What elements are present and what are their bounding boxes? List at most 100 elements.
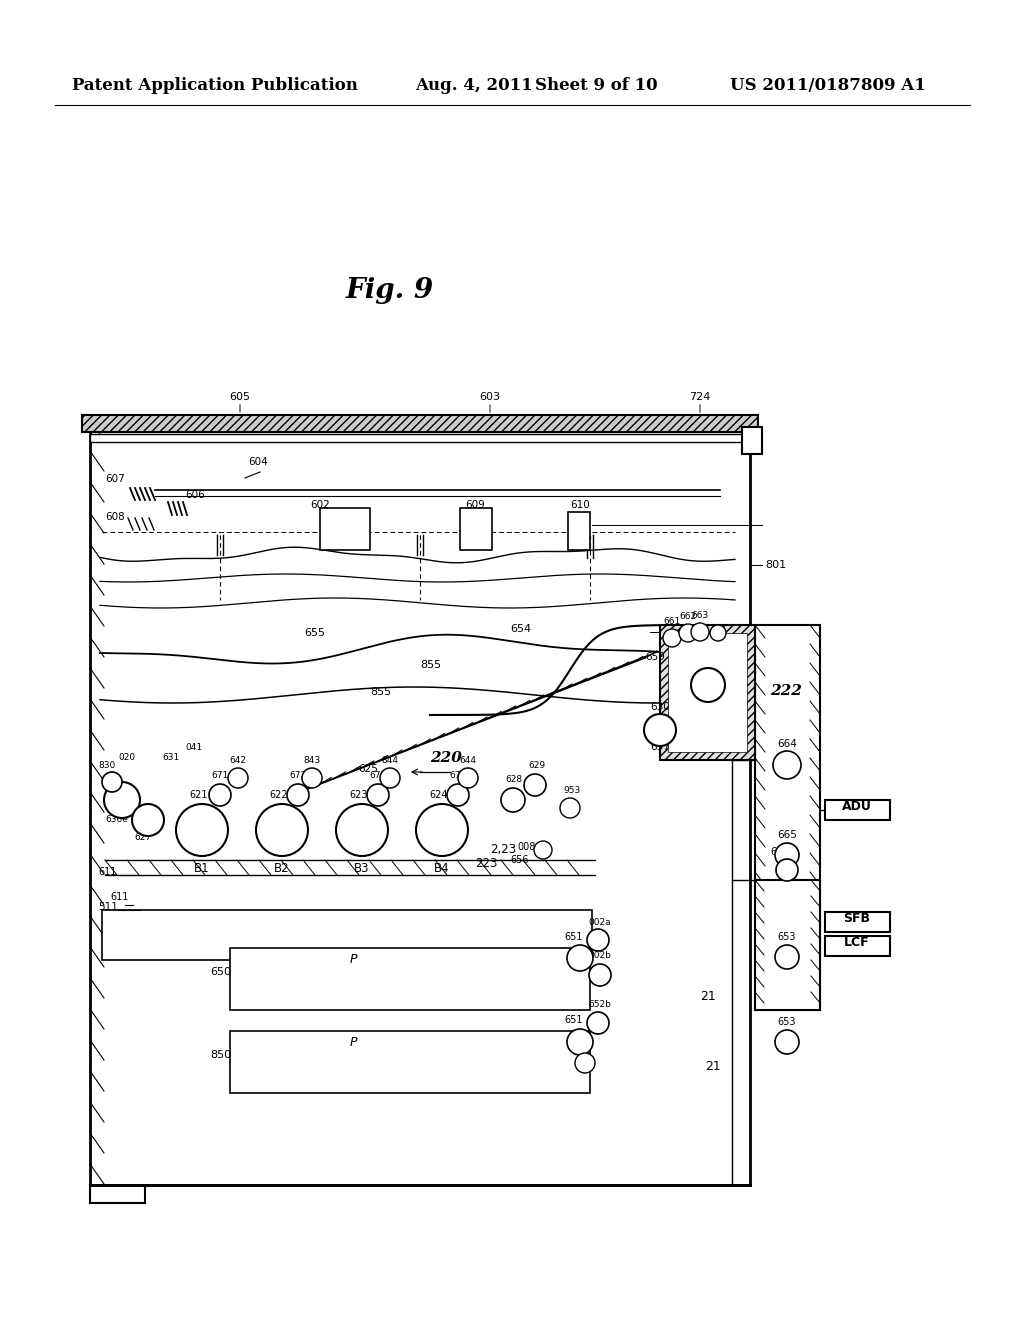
Text: 629: 629 <box>528 762 545 770</box>
Text: 21: 21 <box>700 990 716 1003</box>
Circle shape <box>380 768 400 788</box>
Text: 002a: 002a <box>588 917 610 927</box>
Text: 511: 511 <box>98 902 118 912</box>
Text: 850: 850 <box>210 1049 231 1060</box>
Text: 953: 953 <box>563 785 581 795</box>
Text: 604: 604 <box>248 457 267 467</box>
Circle shape <box>691 623 709 642</box>
Circle shape <box>775 843 799 867</box>
Text: 623: 623 <box>350 789 369 800</box>
Text: 663: 663 <box>691 611 709 620</box>
Text: 654: 654 <box>510 624 531 634</box>
Bar <box>825 800 890 820</box>
Circle shape <box>524 774 546 796</box>
Text: 220: 220 <box>430 751 462 766</box>
Circle shape <box>176 804 228 855</box>
Circle shape <box>567 1030 593 1055</box>
Text: 621: 621 <box>189 789 208 800</box>
Text: 659: 659 <box>645 652 665 663</box>
Text: P: P <box>350 953 357 966</box>
Text: 671: 671 <box>211 771 228 780</box>
Text: 008: 008 <box>517 842 536 851</box>
Text: SFB: SFB <box>844 912 870 925</box>
Circle shape <box>102 772 122 792</box>
Text: 611: 611 <box>110 892 128 902</box>
Text: 653: 653 <box>777 932 796 942</box>
Circle shape <box>663 630 681 647</box>
Bar <box>668 634 746 752</box>
Circle shape <box>302 768 322 788</box>
Text: Aug. 4, 2011: Aug. 4, 2011 <box>415 77 532 94</box>
Text: 603: 603 <box>479 392 501 403</box>
Circle shape <box>534 841 552 859</box>
Text: 622: 622 <box>269 789 289 800</box>
Bar <box>102 909 592 960</box>
Circle shape <box>416 804 468 855</box>
Circle shape <box>587 929 609 950</box>
Text: 222: 222 <box>770 684 802 698</box>
Text: 653: 653 <box>777 1016 796 1027</box>
Text: 020: 020 <box>118 752 135 762</box>
Circle shape <box>447 784 469 807</box>
Circle shape <box>710 624 726 642</box>
Text: 673: 673 <box>370 771 387 780</box>
Text: 642: 642 <box>229 756 247 766</box>
Text: 656: 656 <box>575 1041 592 1049</box>
Text: B2: B2 <box>274 862 290 874</box>
Circle shape <box>567 945 593 972</box>
Circle shape <box>367 784 389 807</box>
Bar <box>825 936 890 956</box>
Bar <box>755 624 820 1010</box>
Text: B4: B4 <box>434 862 450 874</box>
Bar <box>90 434 750 442</box>
Text: 624: 624 <box>430 789 449 800</box>
Text: 041: 041 <box>185 743 202 752</box>
Text: 625: 625 <box>358 764 378 774</box>
Text: 602: 602 <box>310 500 330 510</box>
Circle shape <box>256 804 308 855</box>
Bar <box>568 512 590 550</box>
Text: 644: 644 <box>460 756 476 766</box>
Text: 661: 661 <box>664 616 681 626</box>
Text: 651: 651 <box>564 1015 583 1026</box>
Text: P: P <box>350 1036 357 1049</box>
Text: 630: 630 <box>650 702 670 711</box>
Bar <box>230 948 590 1010</box>
Circle shape <box>104 781 140 818</box>
Bar <box>755 880 820 1010</box>
Circle shape <box>776 859 798 880</box>
Text: 656: 656 <box>510 855 528 865</box>
Text: 610: 610 <box>570 500 590 510</box>
Text: 801: 801 <box>765 560 786 570</box>
Text: 002b: 002b <box>588 950 611 960</box>
Text: 665: 665 <box>777 830 797 840</box>
Text: 660: 660 <box>700 652 720 663</box>
Text: 628: 628 <box>505 775 522 784</box>
Bar <box>90 414 750 1185</box>
Bar <box>460 508 492 550</box>
Circle shape <box>209 784 231 807</box>
Text: 605: 605 <box>229 392 251 403</box>
Circle shape <box>287 784 309 807</box>
Text: 662: 662 <box>680 612 696 620</box>
Text: 636e: 636e <box>105 814 128 824</box>
Text: 855: 855 <box>420 660 441 671</box>
Circle shape <box>691 668 725 702</box>
Bar <box>825 912 890 932</box>
Circle shape <box>587 1012 609 1034</box>
Bar <box>230 1031 590 1093</box>
Circle shape <box>458 768 478 788</box>
Text: 223: 223 <box>475 857 498 870</box>
Circle shape <box>644 714 676 746</box>
Text: 665: 665 <box>770 847 788 857</box>
Text: 855: 855 <box>370 686 391 697</box>
Circle shape <box>775 1030 799 1053</box>
Text: 674: 674 <box>450 771 467 780</box>
Text: 2,23: 2,23 <box>490 843 516 855</box>
Text: 627: 627 <box>134 833 152 842</box>
Circle shape <box>501 788 525 812</box>
Text: B3: B3 <box>354 862 370 874</box>
Text: 611: 611 <box>98 867 117 876</box>
Text: 652b: 652b <box>588 1001 611 1008</box>
Circle shape <box>679 624 697 642</box>
